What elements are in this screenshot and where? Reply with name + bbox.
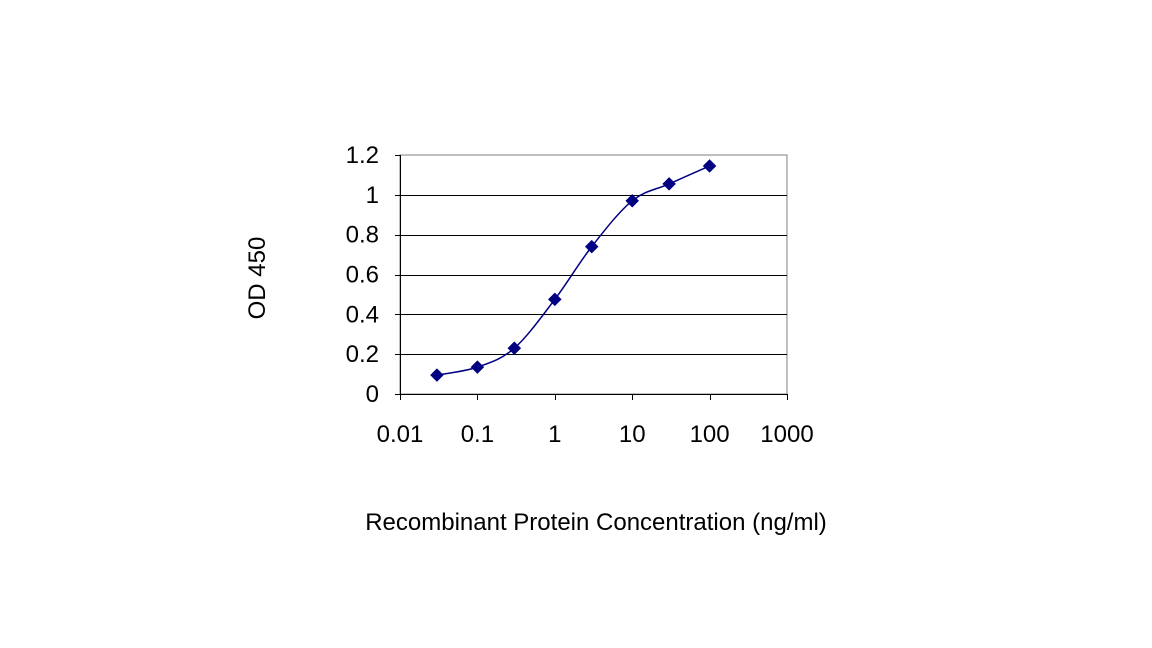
plot-area — [399, 154, 788, 395]
y-tick-label: 0 — [366, 381, 379, 408]
y-tick-labels: 0 0.2 0.4 0.6 0.8 1 1.2 — [346, 142, 379, 408]
y-axis-title: OD 450 — [244, 237, 271, 320]
x-tick-labels: 0.01 0.1 1 10 100 1000 — [377, 421, 814, 448]
data-point — [507, 341, 522, 356]
x-tick-label: 1 — [548, 421, 561, 448]
y-tick-label: 0.4 — [346, 301, 379, 328]
y-tick-label: 0.6 — [346, 262, 379, 289]
plot-border — [399, 154, 788, 395]
data-point — [584, 239, 599, 254]
y-tick-label: 1.2 — [346, 142, 379, 169]
x-tick-label: 10 — [619, 421, 646, 448]
data-point — [702, 159, 717, 173]
y-tick-label: 1 — [366, 182, 379, 209]
x-tick-label: 0.01 — [377, 421, 424, 448]
x-tick-label: 0.1 — [461, 421, 494, 448]
x-tick-label: 1000 — [760, 421, 813, 448]
x-tick-label: 100 — [690, 421, 730, 448]
x-axis-title: Recombinant Protein Concentration (ng/ml… — [365, 509, 827, 536]
data-point — [625, 193, 640, 208]
gridlines — [400, 195, 787, 355]
axes — [395, 155, 788, 400]
y-tick-label: 0.8 — [346, 222, 379, 249]
data-point — [430, 368, 444, 382]
data-point — [662, 177, 676, 191]
series — [430, 159, 717, 382]
y-tick-label: 0.2 — [346, 341, 379, 368]
data-point — [547, 292, 562, 307]
data-point — [470, 360, 485, 374]
